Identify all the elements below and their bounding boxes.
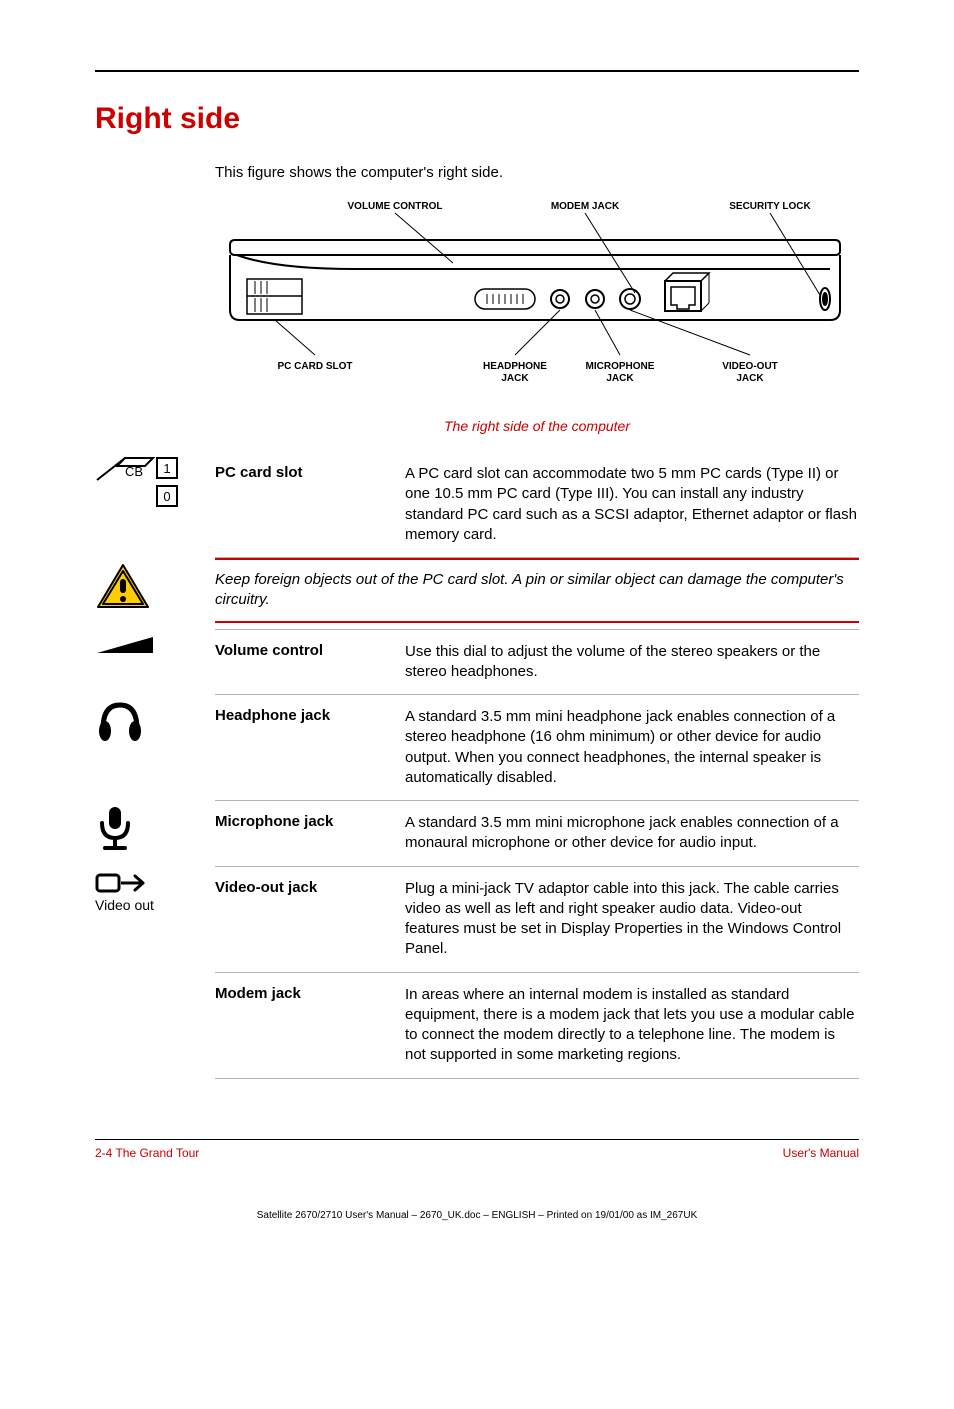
modem-label: Modem jack [215, 985, 405, 1066]
microphone-label: Microphone jack [215, 813, 405, 854]
row-headphone: Headphone jack A standard 3.5 mm mini he… [95, 695, 859, 801]
row-microphone: Microphone jack A standard 3.5 mm mini m… [95, 801, 859, 867]
svg-text:1: 1 [163, 461, 170, 476]
microphone-icon [95, 801, 215, 853]
volume-icon [95, 629, 215, 657]
videoout-icon-text: Video out [95, 897, 154, 913]
row-pc-card: CB 1 0 PC card slot A PC card slot can a… [95, 452, 859, 558]
footer-right: User's Manual [783, 1146, 859, 1160]
volume-desc: Use this dial to adjust the volume of th… [405, 642, 859, 683]
caution-icon [95, 558, 215, 612]
row-volume: Volume control Use this dial to adjust t… [95, 629, 859, 696]
sub-footer: Satellite 2670/2710 User's Manual – 2670… [95, 1210, 859, 1221]
top-rule [95, 70, 859, 72]
label-modem-jack: MODEM JACK [551, 201, 620, 212]
videoout-desc: Plug a mini-jack TV adaptor cable into t… [405, 879, 859, 960]
row-modem: Modem jack In areas where an internal mo… [95, 973, 859, 1079]
headphone-desc: A standard 3.5 mm mini headphone jack en… [405, 707, 859, 788]
volume-label: Volume control [215, 642, 405, 683]
caution-text: Keep foreign objects out of the PC card … [215, 558, 859, 623]
computer-diagram: VOLUME CONTROL MODEM JACK SECURITY LOCK [215, 195, 859, 410]
row-videoout: Video out Video-out jack Plug a mini-jac… [95, 867, 859, 973]
diagram-caption: The right side of the computer [215, 418, 859, 434]
svg-text:JACK: JACK [501, 373, 529, 384]
videoout-label: Video-out jack [215, 879, 405, 960]
modem-icon [95, 973, 215, 977]
label-volume-control: VOLUME CONTROL [348, 201, 443, 212]
intro-text: This figure shows the computer's right s… [215, 164, 859, 181]
svg-text:JACK: JACK [736, 373, 764, 384]
pc-card-label: PC card slot [215, 464, 405, 545]
footer-left: 2-4 The Grand Tour [95, 1146, 199, 1160]
page-footer: 2-4 The Grand Tour User's Manual [95, 1139, 859, 1160]
svg-text:0: 0 [163, 489, 170, 504]
svg-text:VIDEO-OUT: VIDEO-OUT [722, 361, 778, 372]
microphone-desc: A standard 3.5 mm mini microphone jack e… [405, 813, 859, 854]
headphone-icon [95, 695, 215, 745]
pc-card-icon: CB 1 0 [95, 452, 215, 512]
caution-row: Keep foreign objects out of the PC card … [95, 558, 859, 629]
label-security-lock: SECURITY LOCK [729, 201, 811, 212]
svg-text:JACK: JACK [606, 373, 634, 384]
label-pc-card-slot: PC CARD SLOT [278, 361, 353, 372]
headphone-label: Headphone jack [215, 707, 405, 788]
svg-text:CB: CB [125, 464, 143, 479]
videoout-icon: Video out [95, 867, 215, 913]
svg-text:HEADPHONE: HEADPHONE [483, 361, 547, 372]
modem-desc: In areas where an internal modem is inst… [405, 985, 859, 1066]
pc-card-desc: A PC card slot can accommodate two 5 mm … [405, 464, 859, 545]
svg-text:MICROPHONE: MICROPHONE [586, 361, 655, 372]
page-heading: Right side [95, 102, 859, 136]
